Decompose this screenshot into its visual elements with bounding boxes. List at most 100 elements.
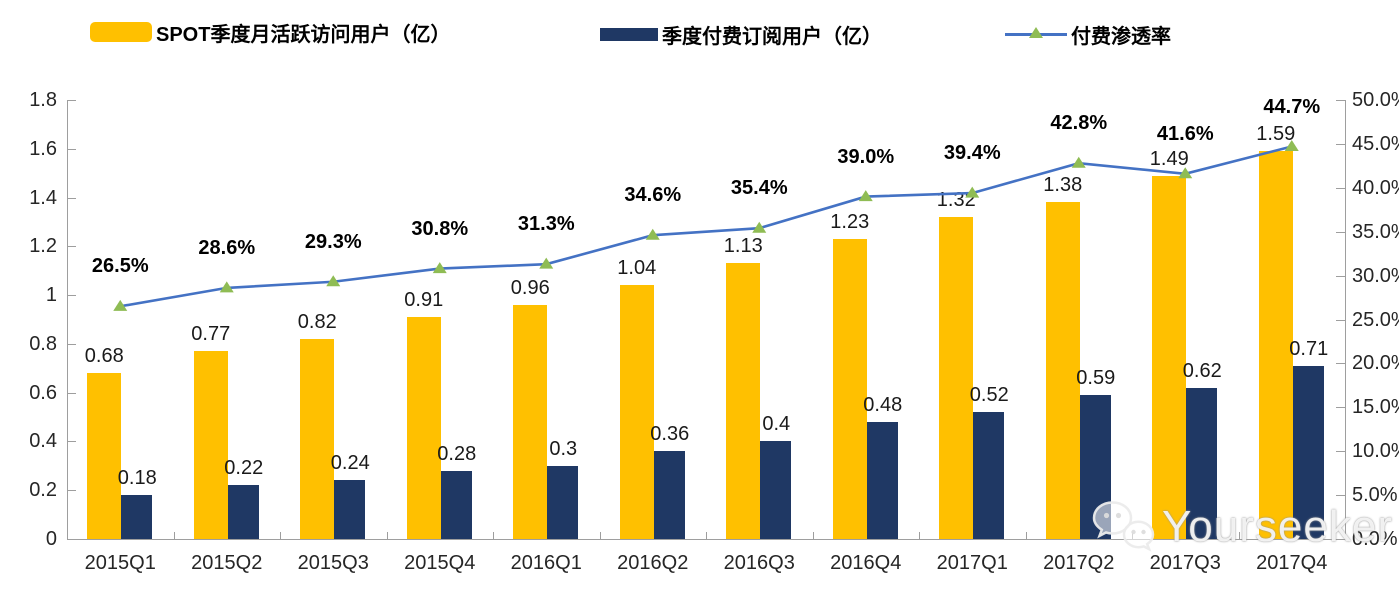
legend-label-mau: SPOT季度月活跃访问用户（亿） bbox=[156, 23, 451, 46]
x-axis-tick bbox=[599, 532, 601, 539]
legend-item-subs: 季度付费订阅用户（亿） bbox=[600, 20, 882, 48]
penetration-marker bbox=[113, 299, 128, 311]
bottom-axis-line bbox=[67, 539, 1346, 540]
right-axis-tick-label: 15.0% bbox=[1352, 396, 1399, 419]
x-axis-label: 2016Q1 bbox=[510, 552, 582, 574]
x-axis-label: 2016Q3 bbox=[723, 552, 795, 574]
mau-bar bbox=[1045, 202, 1080, 539]
penetration-marker bbox=[1071, 156, 1086, 168]
left-axis-tick bbox=[67, 197, 76, 199]
subs-bar bbox=[1186, 387, 1218, 539]
right-axis-tick bbox=[1336, 539, 1345, 540]
subs-bar bbox=[334, 480, 366, 539]
subs-bar-swatch bbox=[600, 27, 658, 41]
penetration-marker bbox=[219, 281, 234, 293]
x-axis-tick bbox=[280, 532, 281, 539]
subs-value-label: 0.3 bbox=[549, 437, 578, 460]
x-axis-label: 2016Q2 bbox=[617, 552, 689, 574]
right-axis-tick bbox=[1336, 495, 1345, 497]
mau-bar bbox=[87, 373, 122, 539]
mau-value-label: 0.82 bbox=[297, 311, 337, 333]
subs-bar bbox=[1292, 365, 1324, 539]
x-axis-label: 2015Q3 bbox=[297, 552, 369, 574]
right-axis-tick bbox=[1336, 275, 1345, 277]
left-axis-tick bbox=[67, 539, 76, 540]
right-axis-tick bbox=[1336, 319, 1345, 321]
subs-bar bbox=[866, 421, 898, 539]
left-axis-tick bbox=[67, 295, 76, 297]
right-axis-tick bbox=[1336, 100, 1345, 101]
subs-value-label: 0.71 bbox=[1289, 337, 1329, 360]
mau-value-label: 1.59 bbox=[1256, 123, 1296, 146]
mau-value-label: 1.04 bbox=[617, 257, 657, 280]
penetration-marker bbox=[645, 228, 660, 240]
penetration-value-label: 26.5% bbox=[91, 255, 149, 278]
subs-value-label: 0.36 bbox=[650, 423, 690, 446]
subs-value-label: 0.24 bbox=[330, 452, 370, 475]
x-axis-tick bbox=[1025, 532, 1027, 539]
penetration-marker bbox=[858, 190, 873, 202]
subs-value-label: 0.22 bbox=[224, 457, 264, 480]
mau-bar bbox=[1152, 175, 1187, 539]
mau-value-label: 1.13 bbox=[723, 235, 763, 258]
penetration-value-label: 44.7% bbox=[1263, 95, 1321, 118]
left-axis-tick bbox=[67, 343, 76, 345]
penetration-line-swatch bbox=[1005, 24, 1067, 44]
penetration-value-label: 42.8% bbox=[1050, 112, 1108, 135]
legend-item-penetration: 付费渗透率 bbox=[1005, 20, 1171, 48]
right-axis-tick bbox=[1336, 363, 1345, 365]
subs-bar bbox=[973, 412, 1005, 539]
x-axis-tick bbox=[173, 532, 175, 539]
mau-bar bbox=[513, 304, 548, 539]
mau-bar bbox=[1258, 151, 1293, 539]
penetration-value-label: 35.4% bbox=[730, 177, 788, 200]
penetration-marker bbox=[432, 262, 447, 274]
penetration-value-label: 28.6% bbox=[198, 236, 256, 259]
x-axis-tick bbox=[1238, 532, 1240, 539]
x-axis-label: 2017Q1 bbox=[936, 552, 1008, 574]
left-axis-tick-label: 1.8 bbox=[29, 89, 57, 111]
mau-bar bbox=[193, 351, 228, 539]
x-axis-label: 2016Q4 bbox=[830, 552, 902, 574]
mau-value-label: 0.68 bbox=[84, 345, 124, 368]
mau-bar-swatch bbox=[90, 22, 152, 42]
x-axis-label: 2017Q4 bbox=[1256, 552, 1328, 574]
subs-bar bbox=[440, 470, 472, 539]
x-axis-label: 2015Q1 bbox=[84, 552, 156, 574]
x-axis-label: 2015Q2 bbox=[191, 552, 263, 574]
left-axis-tick bbox=[67, 148, 76, 150]
penetration-marker bbox=[539, 257, 554, 269]
watermark-text: Yourseeker bbox=[1162, 502, 1393, 551]
subs-value-label: 0.62 bbox=[1182, 359, 1222, 382]
penetration-value-label: 34.6% bbox=[624, 184, 682, 207]
mau-bar bbox=[832, 239, 867, 539]
x-axis-tick bbox=[386, 532, 388, 539]
x-axis-label: 2015Q4 bbox=[404, 552, 476, 574]
left-axis-tick-label: 0.2 bbox=[29, 479, 57, 502]
subs-value-label: 0.28 bbox=[437, 442, 477, 465]
x-axis-tick bbox=[67, 532, 68, 539]
subs-bar bbox=[121, 495, 153, 539]
right-axis-line bbox=[1345, 100, 1346, 540]
subs-value-label: 0.52 bbox=[969, 384, 1009, 407]
legend-label-penetration: 付费渗透率 bbox=[1071, 25, 1171, 48]
subs-value-label: 0.59 bbox=[1076, 367, 1116, 390]
mau-value-label: 1.38 bbox=[1043, 174, 1083, 197]
right-axis-tick bbox=[1336, 143, 1345, 145]
right-axis-tick bbox=[1336, 231, 1345, 233]
subs-bar bbox=[227, 485, 259, 539]
right-axis-tick-label: 45.0% bbox=[1352, 132, 1399, 155]
subs-bar bbox=[547, 465, 579, 539]
right-axis-tick-label: 5.0% bbox=[1352, 484, 1398, 507]
penetration-value-label: 31.3% bbox=[517, 213, 575, 236]
penetration-value-label: 41.6% bbox=[1156, 122, 1214, 145]
mau-value-label: 1.49 bbox=[1149, 147, 1189, 170]
subs-bar bbox=[760, 441, 792, 539]
mau-value-label: 0.77 bbox=[191, 323, 231, 346]
left-axis-tick bbox=[67, 246, 76, 248]
watermark: Yourseeker bbox=[1092, 496, 1393, 558]
penetration-value-label: 30.8% bbox=[411, 217, 469, 240]
penetration-value-label: 29.3% bbox=[304, 230, 362, 253]
left-axis-tick-label: 1.6 bbox=[29, 137, 57, 160]
left-axis-tick-label: 0.8 bbox=[29, 332, 57, 355]
